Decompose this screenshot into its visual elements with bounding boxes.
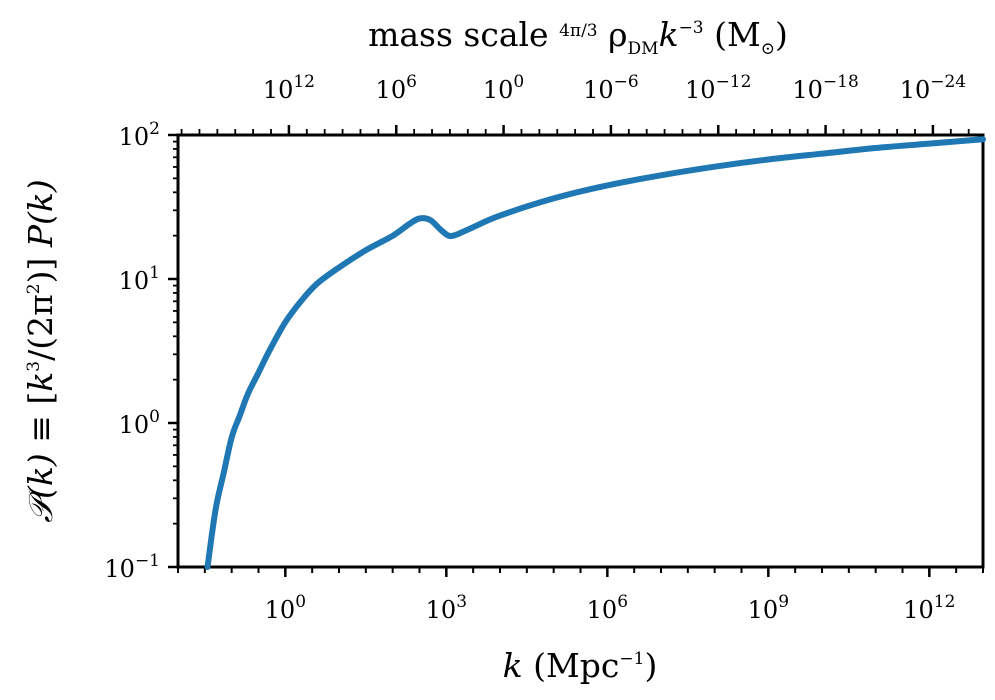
top-tick-label: 10−12 [685,72,751,104]
x-tick-label: 103 [426,592,467,624]
top-tick-label: 100 [483,72,524,104]
top-tick-label: 106 [376,72,417,104]
top-tick-label: 1012 [263,72,315,104]
y-ticks: 10−1 100 101 102 [104,119,178,583]
y-tick-label: 102 [119,119,160,151]
plot-frame [176,133,985,569]
top-ticks: 1012 106 100 10−6 10−12 10−18 10−24 [180,72,970,135]
top-axis-title: mass scale 4π/3 ρDMk−3 (M⊙) [368,15,788,59]
y-tick-label: 101 [119,263,160,295]
x-major-ticks: 100 103 106 109 1012 [265,567,955,624]
x-tick-label: 1012 [903,592,955,624]
y-tick-label: 100 [119,407,160,439]
top-tick-label: 10−24 [900,72,966,104]
top-tick-label: 10−6 [583,72,639,104]
x-tick-label: 109 [748,592,789,624]
x-tick-label: 100 [265,592,306,624]
y-tick-label: 10−1 [104,551,160,583]
y-axis-title: 𝒫(k) ≡ [k3/(2π2)] P(k) [21,179,60,523]
power-spectrum-line [204,136,986,570]
x-tick-label: 106 [587,592,628,624]
x-axis-title: k (Mpc−1) [503,646,658,685]
top-tick-label: 10−18 [792,72,858,104]
